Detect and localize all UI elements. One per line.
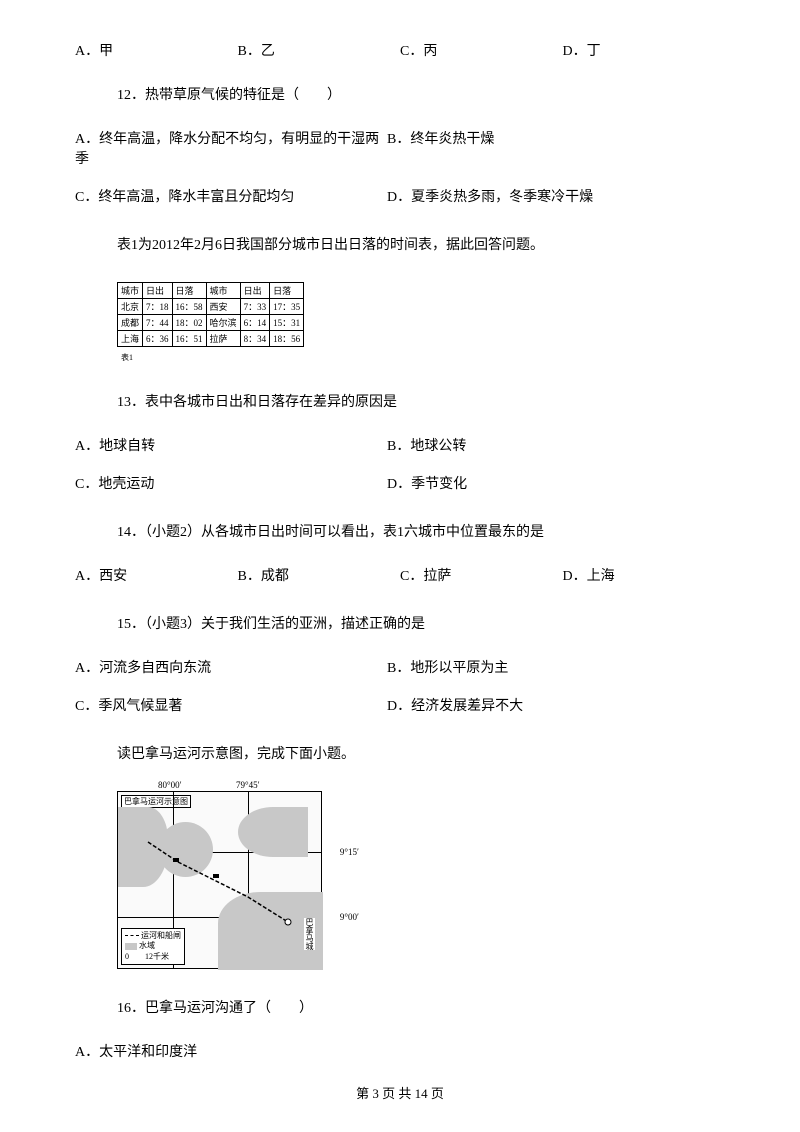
r0c3: 西安: [206, 299, 240, 315]
legend-water: 水域: [139, 941, 155, 950]
q13-opt-a: A．地球自转: [75, 435, 387, 455]
q12-intro: 12．热带草原气候的特征是（ ）: [117, 84, 725, 104]
q15-opt-a: A．河流多自西向东流: [75, 657, 387, 677]
th-4: 日出: [240, 283, 270, 299]
map-city: 巴拿马城: [304, 918, 315, 950]
r0c1: 7：18: [143, 299, 173, 315]
th-2: 日落: [172, 283, 206, 299]
r2c5: 18：56: [270, 331, 304, 347]
q11-opt-a: A．甲: [75, 40, 238, 60]
q13-opt-b: B．地球公转: [387, 435, 725, 455]
r2c4: 8：34: [240, 331, 270, 347]
q13-opt-d: D．季节变化: [387, 473, 725, 493]
th-0: 城市: [118, 283, 143, 299]
panama-map: 巴拿马运河示意图 80°00′ 79°45′ 9°15′ 9°00′ 巴拿马城 …: [117, 791, 322, 969]
r0c2: 16：58: [172, 299, 206, 315]
legend-canal: 运河和船闸: [141, 931, 181, 940]
q15-opt-d: D．经济发展差异不大: [387, 695, 725, 715]
q14-opt-c: C．拉萨: [400, 565, 563, 585]
r0c4: 7：33: [240, 299, 270, 315]
r2c0: 上海: [118, 331, 143, 347]
th-1: 日出: [143, 283, 173, 299]
r2c1: 6：36: [143, 331, 173, 347]
q14-opt-d: D．上海: [563, 565, 726, 585]
q11-opt-d: D．丁: [563, 40, 726, 60]
map-lat1: 9°15′: [340, 847, 359, 857]
q12-opt-b: B．终年炎热干燥: [387, 128, 725, 168]
r1c1: 7：44: [143, 315, 173, 331]
q14-opt-b: B．成都: [238, 565, 401, 585]
q11-options: A．甲 B．乙 C．丙 D．丁: [75, 40, 725, 60]
r2c3: 拉萨: [206, 331, 240, 347]
legend-scale: 0 12千米: [125, 952, 181, 962]
table-intro: 表1为2012年2月6日我国部分城市日出日落的时间表，据此回答问题。: [117, 234, 725, 254]
q11-opt-c: C．丙: [400, 40, 563, 60]
page-footer: 第 3 页 共 14 页: [0, 1083, 800, 1102]
th-5: 日落: [270, 283, 304, 299]
q13-opt-c: C．地壳运动: [75, 473, 387, 493]
q12-opt-d: D．夏季炎热多雨，冬季寒冷干燥: [387, 186, 725, 206]
th-3: 城市: [206, 283, 240, 299]
r1c5: 15：31: [270, 315, 304, 331]
map-lon2: 79°45′: [236, 780, 260, 790]
q14-opt-a: A．西安: [75, 565, 238, 585]
q16-intro: 16．巴拿马运河沟通了（ ）: [117, 997, 725, 1017]
map-legend: 运河和船闸 水域 0 12千米: [121, 928, 185, 965]
q16-opt-a: A．太平洋和印度洋: [75, 1041, 725, 1061]
q15-intro: 15．（小题3）关于我们生活的亚洲，描述正确的是: [117, 613, 725, 633]
map-lat2: 9°00′: [340, 912, 359, 922]
map-intro: 读巴拿马运河示意图，完成下面小题。: [117, 743, 725, 763]
q15-opt-b: B．地形以平原为主: [387, 657, 725, 677]
r0c0: 北京: [118, 299, 143, 315]
q12-opt-a: A．终年高温，降水分配不均匀，有明显的干湿两季: [75, 128, 387, 168]
map-lon1: 80°00′: [158, 780, 182, 790]
q13-intro: 13．表中各城市日出和日落存在差异的原因是: [117, 391, 725, 411]
r1c2: 18：02: [172, 315, 206, 331]
q14-intro: 14．（小题2）从各城市日出时间可以看出，表1六城市中位置最东的是: [117, 521, 725, 541]
r2c2: 16：51: [172, 331, 206, 347]
r1c4: 6：14: [240, 315, 270, 331]
q11-opt-b: B．乙: [238, 40, 401, 60]
r1c0: 成都: [118, 315, 143, 331]
r1c3: 哈尔滨: [206, 315, 240, 331]
r0c5: 17：35: [270, 299, 304, 315]
q12-opt-c: C．终年高温，降水丰富且分配均匀: [75, 186, 387, 206]
q15-opt-c: C．季风气候显著: [75, 695, 387, 715]
sunrise-table: 城市 日出 日落 城市 日出 日落 北京 7：18 16：58 西安 7：33 …: [117, 282, 725, 363]
table-label: 表1: [121, 353, 133, 362]
